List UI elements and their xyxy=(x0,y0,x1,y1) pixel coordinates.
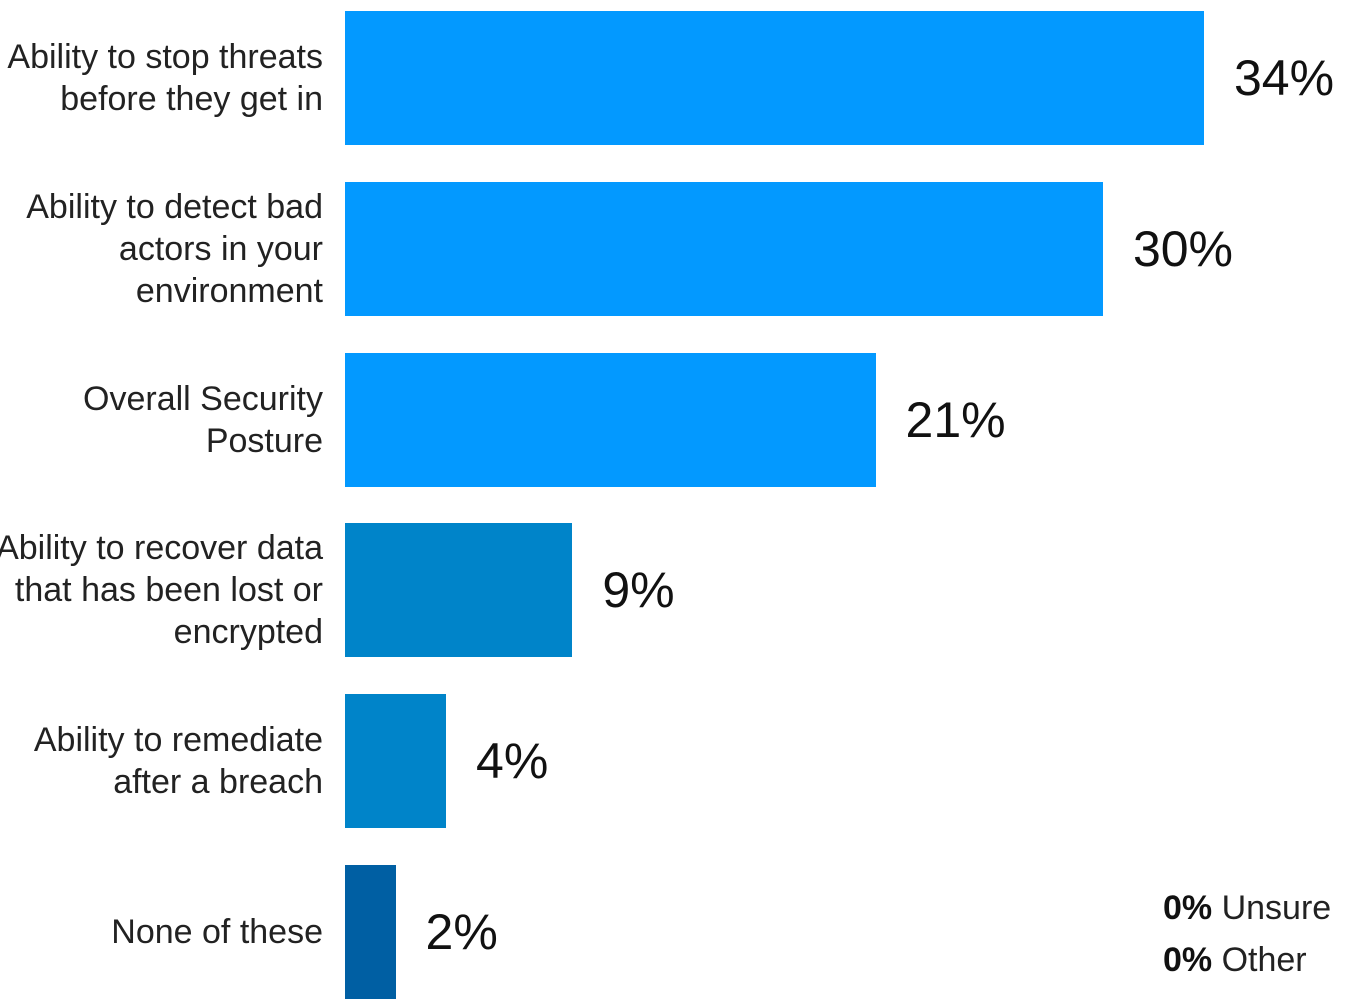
category-label: Ability to detect bad actors in your env… xyxy=(26,187,323,310)
bar xyxy=(345,865,396,999)
bar xyxy=(345,352,876,487)
bar xyxy=(345,181,1103,316)
value-label: 4% xyxy=(476,733,549,790)
value-label: 2% xyxy=(425,904,498,960)
category-label: Ability to stop threats before they get … xyxy=(7,38,323,118)
value-label: 9% xyxy=(602,562,675,619)
bar xyxy=(345,523,573,658)
value-label: 21% xyxy=(905,391,1006,448)
category-label: Overall Security Posture xyxy=(83,379,323,460)
footnote-other-value: 0% xyxy=(1163,941,1213,979)
category-label: Ability to recover data that has been lo… xyxy=(0,529,323,652)
value-label: 30% xyxy=(1132,220,1234,277)
footnote-unsure: 0% Unsure xyxy=(1163,888,1331,928)
category-label: None of these xyxy=(111,913,323,951)
footnote-unsure-value: 0% xyxy=(1163,889,1213,927)
bar xyxy=(345,694,447,829)
footnote-other: 0% Other xyxy=(1163,940,1307,980)
footnote-other-label: Other xyxy=(1221,941,1307,979)
category-label: Ability to remediate after a breach xyxy=(33,721,323,802)
value-label: 34% xyxy=(1234,50,1335,106)
footnote-unsure-label: Unsure xyxy=(1221,889,1332,927)
bar xyxy=(345,11,1204,145)
